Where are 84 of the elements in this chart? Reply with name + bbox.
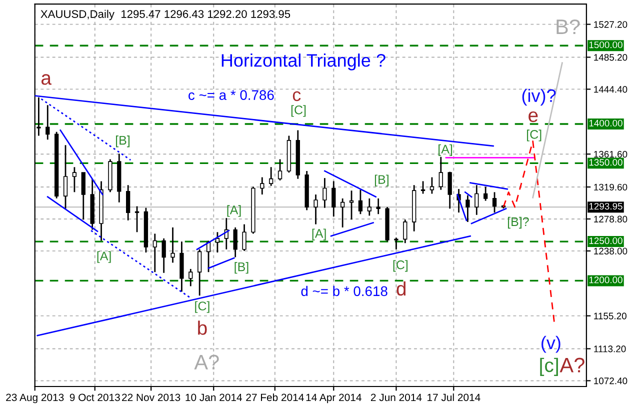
candlestick — [332, 180, 336, 218]
annotation: d — [396, 281, 406, 296]
candlestick — [269, 166, 274, 187]
x-tick-label: 2 Jun 2014 — [370, 394, 422, 402]
x-tick-label: 9 Oct 2013 — [70, 394, 120, 402]
chart-title: XAUUSD,Daily 1295.47 1296.43 1292.20 1293.95 — [40, 10, 290, 20]
annotation: [A] — [97, 251, 111, 263]
candlestick — [466, 194, 470, 223]
annotation: [C] — [393, 260, 408, 272]
annotation: (iv)? — [522, 88, 556, 106]
annotation: B? — [556, 19, 580, 34]
annotation: A? — [194, 354, 219, 370]
x-tick-label: 27 Feb 2014 — [246, 393, 304, 402]
annotation: [c] — [540, 358, 558, 376]
candlestick — [484, 186, 488, 202]
candlestick — [46, 104, 50, 140]
ref-line-label: 1500.00 — [589, 41, 622, 48]
candlestick — [134, 206, 140, 233]
candlestick — [376, 198, 380, 215]
candlestick — [367, 198, 372, 216]
y-tick-label: 1444.40 — [594, 86, 628, 93]
candlestick — [242, 224, 246, 252]
candlestick — [260, 176, 264, 196]
annotation: [B]? — [508, 216, 529, 229]
ref-line-label: 1400.00 — [589, 120, 622, 127]
x-tick-label: 17 Jul 2014 — [428, 393, 480, 402]
candlestick — [322, 177, 327, 209]
candlestick — [340, 198, 345, 228]
candlestick — [278, 158, 282, 182]
annotation: [C] — [195, 301, 210, 313]
candlestick — [170, 226, 175, 264]
y-tick-label: 1238.00 — [594, 248, 628, 254]
x-tick-label: 10 Jan 2014 — [186, 394, 242, 402]
annotation: [B] — [234, 262, 248, 274]
candlestick — [188, 268, 193, 287]
candlestick — [198, 248, 202, 296]
candlestick — [152, 233, 157, 273]
candlestick — [81, 172, 86, 220]
candlestick — [448, 171, 452, 210]
annotation: [B] — [116, 136, 130, 148]
annotation: [C] — [291, 105, 306, 117]
candlestick — [126, 184, 130, 222]
annotation: Horizontal Triangle ? — [222, 54, 386, 70]
candlestick — [349, 190, 354, 220]
candlestick — [162, 238, 166, 274]
candlestick — [420, 180, 426, 194]
ref-line-label: 1250.00 — [589, 237, 622, 244]
annotation: c — [292, 91, 301, 102]
candlestick — [72, 166, 77, 193]
y-tick-label: 1278.80 — [594, 216, 628, 222]
annotation: [A] — [312, 228, 326, 240]
candlestick — [403, 218, 408, 244]
annotation: [C] — [527, 130, 542, 142]
y-tick-label: 1113.20 — [594, 346, 626, 352]
annotation: [A] — [227, 205, 241, 217]
candlestick — [63, 144, 68, 210]
annotation: A? — [560, 358, 584, 372]
candlestick — [394, 236, 398, 250]
annotation: a — [42, 74, 52, 85]
y-tick-label: 1485.20 — [594, 54, 628, 61]
annotation: e — [528, 111, 538, 122]
y-tick-label: 1361.60 — [594, 150, 628, 158]
candlestick — [233, 226, 238, 258]
candlestick — [358, 189, 363, 215]
y-tick-label: 1527.20 — [594, 21, 628, 28]
candlestick — [314, 194, 318, 225]
candlestick — [492, 191, 497, 214]
ref-line-label: 1200.00 — [589, 276, 622, 284]
x-tick-label: 14 Apr 2014 — [306, 394, 362, 404]
annotation: d ~= b * 0.618 — [301, 286, 388, 296]
annotation: [B] — [374, 174, 388, 186]
candlestick — [474, 184, 479, 216]
annotation: [A] — [438, 144, 452, 156]
ref-line-label: 1350.00 — [589, 159, 622, 166]
annotation: (v) — [542, 336, 560, 353]
y-tick-label: 1155.20 — [594, 312, 626, 320]
x-tick-label: 22 Nov 2013 — [122, 394, 180, 402]
annotation: b — [198, 320, 207, 335]
y-tick-label: 1319.60 — [594, 184, 628, 191]
x-tick-label: 23 Aug 2013 — [6, 394, 64, 404]
ref-line-label: 1293.95 — [589, 202, 622, 210]
candlestick — [438, 156, 443, 191]
y-tick-label: 1072.40 — [594, 378, 628, 384]
annotation: c ~= a * 0.786 — [188, 90, 274, 100]
